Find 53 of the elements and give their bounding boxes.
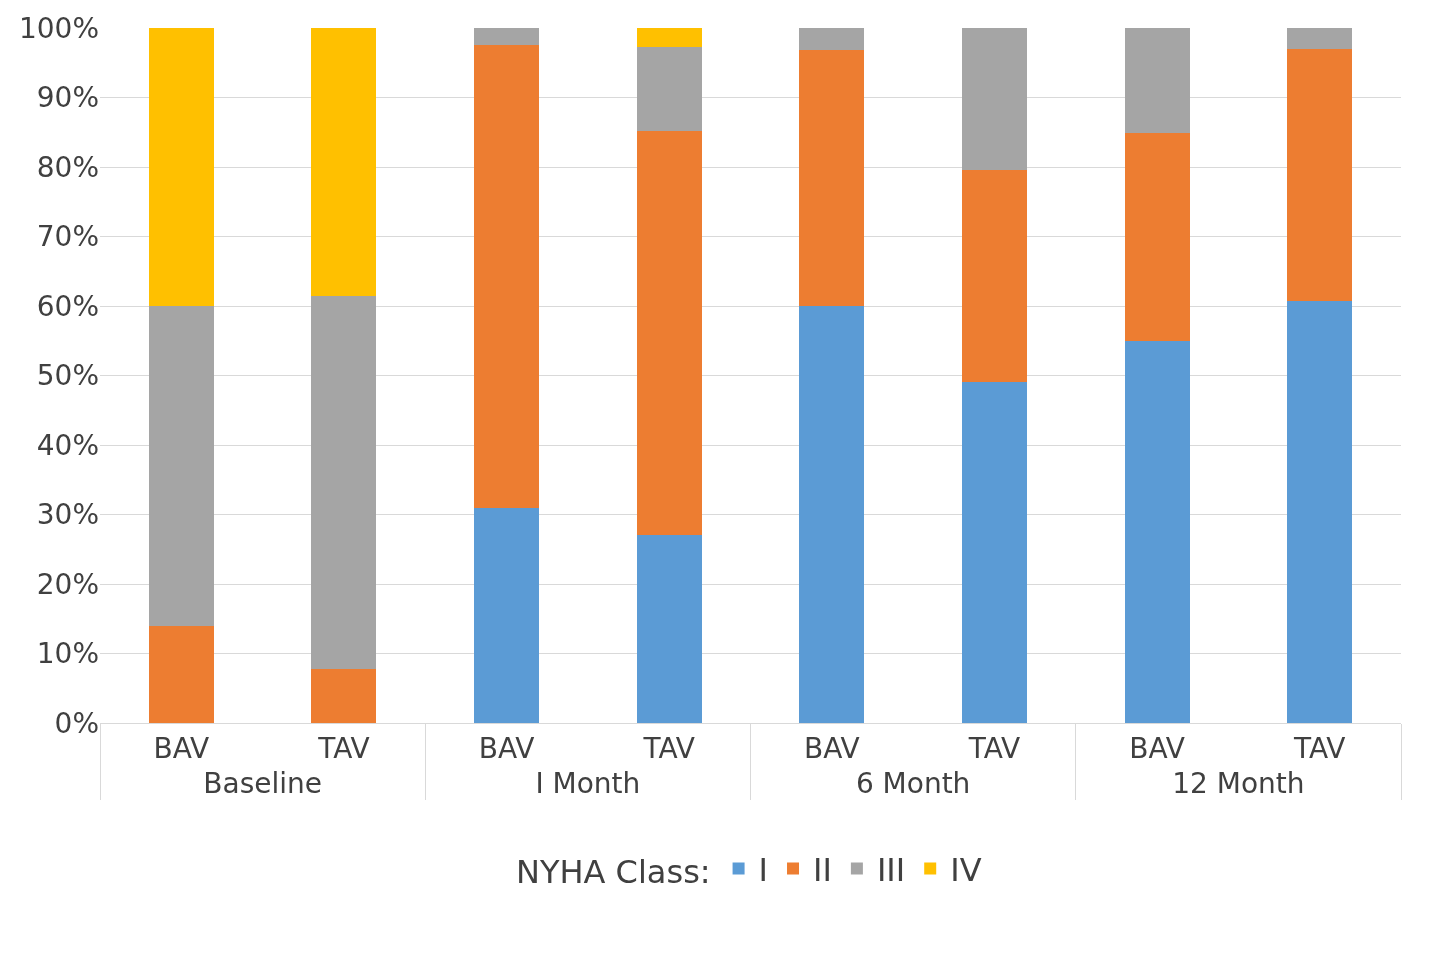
legend-label: I bbox=[758, 850, 769, 889]
bar bbox=[1124, 340, 1190, 723]
legend-label: III bbox=[876, 850, 906, 889]
bar bbox=[636, 28, 702, 48]
bar bbox=[311, 669, 377, 723]
x-tick-label: TAV bbox=[642, 731, 695, 765]
y-tick-label: 10% bbox=[36, 637, 99, 671]
bar bbox=[311, 295, 377, 670]
bar bbox=[1287, 301, 1353, 723]
x-tick-label: BAV bbox=[478, 731, 535, 765]
bar bbox=[961, 169, 1027, 383]
text: Baseline bbox=[203, 766, 322, 800]
bar bbox=[474, 28, 540, 45]
bar bbox=[148, 625, 214, 723]
x-tick-label: TAV bbox=[1292, 731, 1346, 765]
bar bbox=[961, 382, 1027, 723]
bar bbox=[148, 306, 214, 626]
bar bbox=[961, 28, 1027, 170]
bar bbox=[148, 28, 214, 306]
x-tick-label: TAV bbox=[967, 731, 1021, 765]
y-tick-label: 70% bbox=[36, 220, 99, 254]
bar bbox=[1287, 28, 1353, 49]
bar bbox=[1124, 28, 1190, 133]
y-tick-label: 40% bbox=[36, 428, 99, 462]
y-tick-label: 20% bbox=[36, 567, 99, 601]
x-tick-label: TAV bbox=[317, 731, 370, 765]
bar bbox=[474, 44, 540, 508]
y-tick-label: 30% bbox=[36, 498, 99, 532]
bar bbox=[1124, 132, 1190, 341]
x-tick-label: BAV bbox=[153, 731, 210, 765]
bar bbox=[799, 28, 865, 50]
bar bbox=[636, 130, 702, 536]
bar bbox=[636, 535, 702, 723]
bar bbox=[474, 507, 540, 723]
legend-title: NYHA Class: bbox=[516, 852, 711, 891]
y-tick-label: 100% bbox=[18, 11, 99, 45]
y-tick-label: 60% bbox=[36, 289, 99, 323]
bar bbox=[636, 47, 702, 131]
bar bbox=[799, 306, 865, 723]
x-tick-label: BAV bbox=[803, 731, 860, 765]
bar bbox=[311, 28, 377, 296]
bar bbox=[799, 49, 865, 306]
text: I Month bbox=[535, 766, 641, 800]
text: 6 Month bbox=[855, 766, 971, 800]
bar bbox=[1287, 48, 1353, 302]
text: 12 Month bbox=[1172, 766, 1305, 800]
legend-label: IV bbox=[950, 850, 982, 889]
y-tick-label: 50% bbox=[36, 359, 99, 393]
x-tick-label: BAV bbox=[1129, 731, 1185, 765]
y-tick-label: 0% bbox=[54, 706, 99, 740]
y-tick-label: 90% bbox=[36, 81, 99, 115]
legend-label: II bbox=[813, 850, 832, 889]
y-tick-label: 80% bbox=[36, 150, 99, 184]
